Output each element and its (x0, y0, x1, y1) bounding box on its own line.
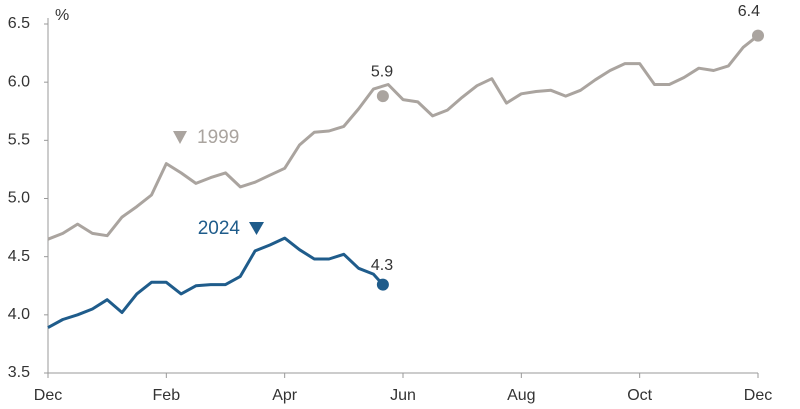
x-tick-label: Apr (272, 387, 298, 404)
y-tick-label: 3.5 (8, 364, 30, 381)
point-label: 5.9 (371, 63, 393, 80)
x-tick-label: Jun (390, 387, 416, 404)
x-tick-label: Oct (627, 387, 652, 404)
y-tick-label: 5.5 (8, 132, 30, 149)
series-label: 1999 (197, 127, 239, 148)
point-label: 6.4 (738, 3, 760, 20)
point-label: 4.3 (371, 257, 393, 274)
x-tick-label: Dec (744, 387, 772, 404)
x-tick-label: Aug (507, 387, 535, 404)
y-tick-label: 4.5 (8, 248, 30, 265)
series-label: 2024 (198, 218, 241, 239)
x-tick-label: Feb (153, 387, 181, 404)
series-line (47, 236, 385, 329)
series-line (47, 34, 759, 241)
y-tick-label: 5.0 (8, 190, 30, 207)
y-tick-label: 4.0 (8, 306, 30, 323)
end-point (376, 278, 389, 291)
x-tick-label: Dec (34, 387, 62, 404)
y-axis-label: % (55, 7, 69, 24)
end-point (376, 90, 389, 103)
y-tick-label: 6.5 (8, 15, 30, 32)
series-marker-triangle (249, 222, 264, 235)
series-marker-triangle (173, 131, 187, 144)
end-point (752, 29, 764, 42)
y-tick-label: 6.0 (8, 73, 30, 90)
